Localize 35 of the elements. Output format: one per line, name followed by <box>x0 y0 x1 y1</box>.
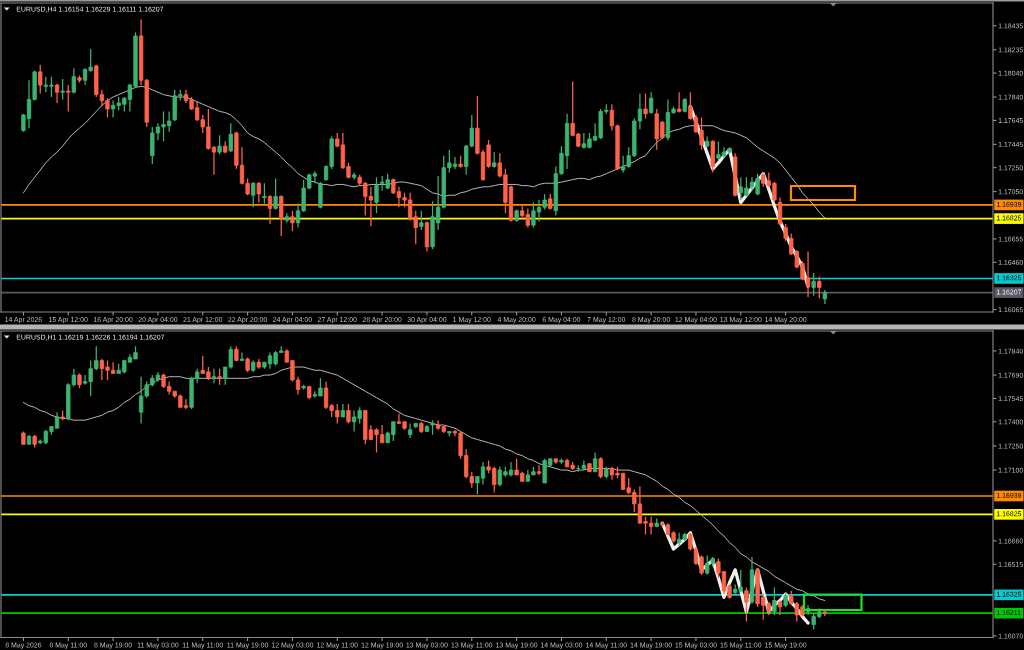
candlestick <box>217 134 222 156</box>
candlestick <box>60 78 65 101</box>
candlestick <box>424 220 430 253</box>
candlestick <box>38 64 43 95</box>
candlestick <box>419 210 424 231</box>
candlestick <box>251 181 256 208</box>
candlestick <box>648 91 654 115</box>
candlestick <box>239 351 245 362</box>
candlestick <box>262 182 267 205</box>
candlestick <box>267 194 273 225</box>
candlestick <box>676 91 682 114</box>
candlestick <box>817 276 822 299</box>
candlestick <box>592 451 598 473</box>
candlestick <box>374 176 379 214</box>
candlestick <box>598 456 603 479</box>
candlestick <box>228 122 233 153</box>
candlestick <box>581 459 587 471</box>
line-series <box>22 85 826 219</box>
candlestick <box>811 272 816 297</box>
candlestick <box>71 67 77 95</box>
candlestick <box>407 422 413 439</box>
candlestick <box>643 92 648 120</box>
candlestick <box>279 194 284 237</box>
candlestick <box>772 586 777 616</box>
candlestick <box>777 196 783 226</box>
candlestick <box>211 368 217 384</box>
candlestick <box>744 586 749 623</box>
candlestick <box>536 464 542 476</box>
candlestick <box>66 84 71 113</box>
line-series <box>22 366 826 601</box>
candlestick <box>318 181 323 210</box>
candlestick <box>290 210 295 232</box>
candlestick <box>273 177 278 211</box>
candlestick <box>346 403 351 425</box>
candlestick <box>256 181 261 204</box>
